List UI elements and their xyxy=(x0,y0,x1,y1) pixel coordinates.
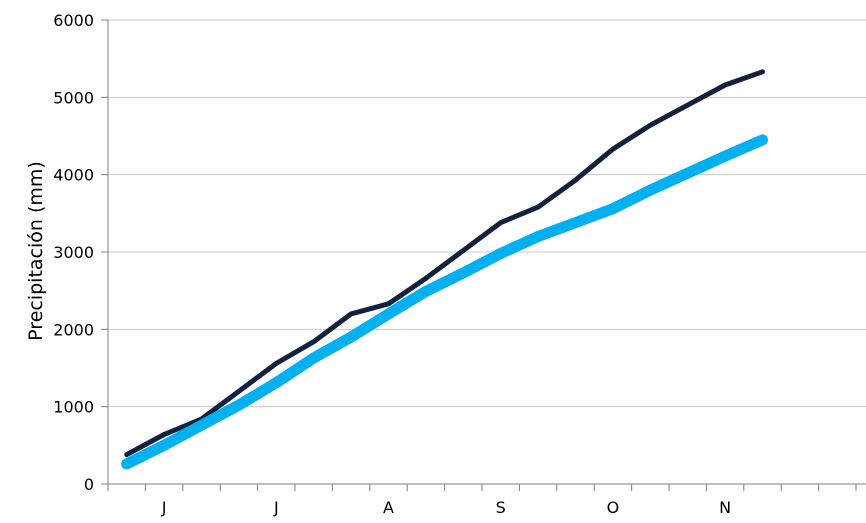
axes xyxy=(101,19,866,491)
x-tick-label: S xyxy=(496,498,506,517)
series-lines xyxy=(121,69,768,470)
x-tick-label: O xyxy=(607,498,620,517)
y-tick-label: 1000 xyxy=(53,398,94,417)
y-tick-label: 2000 xyxy=(53,320,94,339)
series-line-1 xyxy=(124,69,765,458)
y-tick-labels: 0 1000 2000 3000 4000 5000 6000 xyxy=(53,11,94,494)
y-tick-label: 6000 xyxy=(53,11,94,30)
x-tick-label: A xyxy=(383,498,394,517)
x-tick-label: J xyxy=(273,498,279,517)
y-tick-label: 4000 xyxy=(53,166,94,185)
gridlines xyxy=(108,19,866,408)
series-line-2 xyxy=(121,134,768,470)
y-tick-label: 0 xyxy=(84,475,94,494)
x-tick-label: J xyxy=(161,498,167,517)
y-tick-label: 5000 xyxy=(53,88,94,107)
y-axis-title: Precipitación (mm) xyxy=(25,161,47,341)
x-tick-label: N xyxy=(719,498,731,517)
y-tick-label: 3000 xyxy=(53,243,94,262)
